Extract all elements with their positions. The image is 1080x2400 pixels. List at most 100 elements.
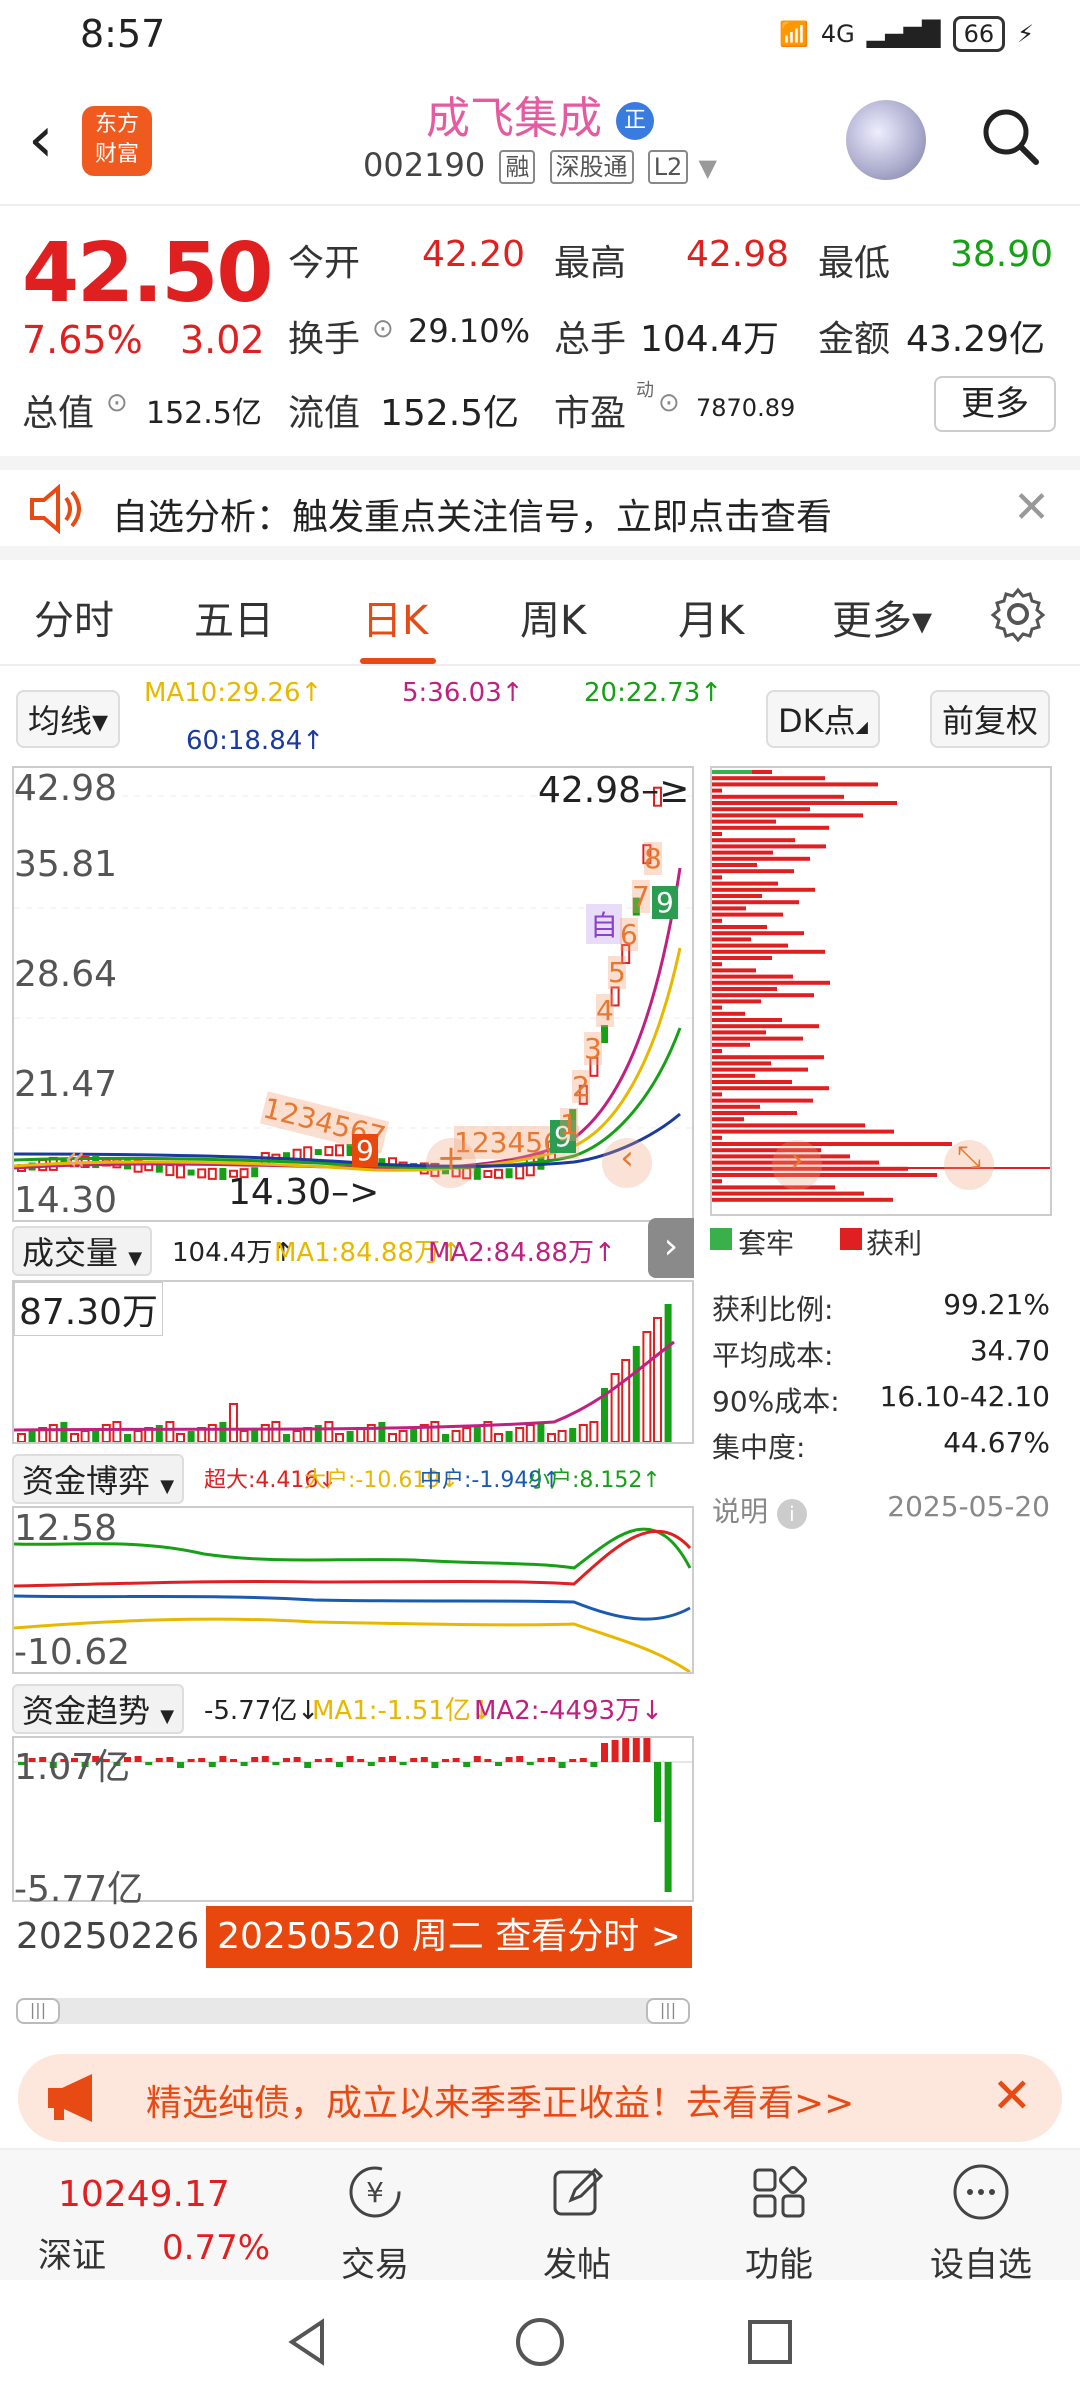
tab-intraday[interactable]: 分时	[34, 598, 114, 644]
dropdown-icon: ▼	[160, 1476, 175, 1497]
tab-five-day[interactable]: 五日	[194, 598, 274, 644]
volume-bar	[292, 1430, 302, 1443]
clock: 8:57	[80, 12, 166, 56]
volume-selector[interactable]: 成交量 ▼	[12, 1226, 153, 1276]
trend-bar	[346, 1756, 354, 1762]
chip-note[interactable]: 说明 i	[712, 1490, 807, 1530]
fund-game-selector[interactable]: 资金博弈 ▼	[12, 1454, 185, 1504]
scroll-left-icon[interactable]: «	[64, 1138, 87, 1179]
trend-bar	[198, 1758, 206, 1762]
count-label: 6	[620, 918, 638, 951]
candle	[197, 1168, 207, 1179]
index-name: 深证	[38, 2236, 106, 2276]
dk-point-toggle[interactable]: DK点◢	[766, 690, 880, 748]
chip-bar	[712, 807, 810, 812]
nav-home-icon[interactable]	[514, 2316, 566, 2368]
scroll-handle-right[interactable]: |||	[646, 1998, 690, 2024]
high-value: 42.98	[686, 234, 790, 275]
nav-recents-icon[interactable]	[744, 2316, 796, 2368]
candle	[155, 1164, 163, 1173]
function-label: 功能	[745, 2245, 813, 2285]
chip-bar	[712, 844, 826, 849]
info-icon[interactable]: ⊙	[658, 388, 680, 418]
promo-banner[interactable]: 精选纯债，成立以来季季正收益！去看看>> ✕	[18, 2054, 1062, 2142]
assistant-avatar[interactable]	[846, 100, 926, 180]
trade-button[interactable]: ¥ 交易	[310, 2162, 440, 2286]
chip-bar	[712, 1024, 819, 1029]
active-tab-indicator	[360, 658, 436, 664]
chip-bar	[712, 794, 844, 799]
fund-trend-chart[interactable]: 1.07亿 -5.77亿	[12, 1731, 694, 1910]
tab-monthly-k[interactable]: 月K	[678, 598, 745, 644]
index-value[interactable]: 10249.17	[58, 2174, 230, 2215]
chip-bar	[712, 987, 777, 991]
stock-header: ‹ 东方 财富 成飞集成 正 002190 融 深股通 L2 ▼	[0, 72, 1080, 206]
chip-bar	[712, 900, 799, 905]
volume-bar	[578, 1424, 588, 1443]
chip-bar	[712, 1055, 824, 1060]
close-icon[interactable]: ✕	[1013, 482, 1050, 533]
fund-game-chart[interactable]: 12.58 -10.62	[12, 1506, 694, 1674]
view-intraday-button[interactable]: 20250520 周二 查看分时 >	[206, 1906, 692, 1968]
open-label: 今开	[288, 243, 361, 284]
more-button[interactable]: 更多	[934, 376, 1056, 432]
range-scrollbar[interactable]: ||| |||	[16, 1998, 690, 2024]
trend-bar	[367, 1762, 375, 1766]
chip-bar	[712, 819, 776, 824]
turnover-value: 29.10%	[408, 312, 531, 350]
ma-selector[interactable]: 均线▾	[16, 690, 121, 748]
volume-bar	[388, 1433, 397, 1443]
dropdown-icon[interactable]: ▼	[698, 154, 717, 182]
function-button[interactable]: 功能	[714, 2162, 844, 2286]
panel-toggle-icon[interactable]: ›	[648, 1218, 694, 1278]
trend-bar	[230, 1759, 237, 1762]
chip-bar	[712, 956, 772, 960]
candle	[187, 1169, 195, 1176]
candle	[642, 844, 652, 865]
nine-badge: 9	[652, 886, 678, 919]
tab-more[interactable]: 更多▾	[832, 598, 933, 644]
chip-bar	[712, 881, 778, 886]
official-badge-icon: 正	[616, 102, 654, 140]
trend-bar	[505, 1757, 513, 1762]
chevron-left-icon[interactable]: ‹	[602, 1138, 652, 1188]
fund-trend-selector[interactable]: 资金趋势 ▼	[12, 1684, 185, 1734]
candle	[324, 1146, 334, 1157]
candle	[176, 1164, 185, 1179]
post-button[interactable]: 发帖	[512, 2162, 642, 2286]
chip-bar	[712, 1154, 850, 1159]
add-watchlist-button[interactable]: 设自选	[916, 2162, 1046, 2286]
trend-bar	[60, 1759, 68, 1762]
chip-bar	[712, 856, 810, 861]
ma20-label: 20:22.73↑	[584, 678, 723, 708]
trap-legend-label: 套牢	[738, 1227, 795, 1260]
volume-chart[interactable]: 87.30万	[12, 1280, 694, 1444]
adjust-selector[interactable]: 前复权	[930, 690, 1051, 748]
analysis-notice[interactable]: 自选分析：触发重点关注信号，立即点击查看 ✕	[0, 456, 1080, 560]
status-icons: 📶 4G ▂▄▆█ 66 ⚡	[779, 16, 1034, 52]
tab-daily-k[interactable]: 日K	[362, 598, 429, 644]
signal-icon: ▂▄▆█	[866, 20, 941, 48]
chip-distribution[interactable]: › ⤡	[710, 766, 1052, 1216]
stock-code-row[interactable]: 002190 融 深股通 L2 ▼	[0, 146, 1080, 184]
back-button[interactable]: ‹	[28, 103, 54, 177]
scroll-handle-left[interactable]: |||	[16, 1998, 60, 2024]
volume-bar	[124, 1434, 131, 1442]
trend-bar	[558, 1762, 566, 1768]
expand-icon[interactable]: ⤡	[944, 1140, 994, 1190]
kline-chart[interactable]: 42.98 35.81 28.64 21.47 14.30 42.98–≥ 14…	[12, 766, 694, 1222]
gear-icon[interactable]	[990, 586, 1046, 642]
fund-trend-selector-label: 资金趋势	[22, 1692, 151, 1730]
close-icon[interactable]: ✕	[991, 2068, 1032, 2124]
chip-bar	[712, 906, 746, 911]
grid-icon	[753, 2166, 807, 2218]
tab-weekly-k[interactable]: 周K	[520, 598, 587, 644]
crosshair-icon[interactable]: +	[426, 1138, 476, 1188]
volume-bar	[515, 1427, 525, 1443]
info-icon[interactable]: ⊙	[106, 388, 128, 418]
nav-back-icon[interactable]	[282, 2316, 334, 2368]
chevron-right-icon[interactable]: ›	[772, 1140, 822, 1190]
info-icon[interactable]: ⊙	[372, 314, 394, 344]
trend-bar	[632, 1734, 640, 1762]
search-icon[interactable]	[980, 106, 1040, 166]
